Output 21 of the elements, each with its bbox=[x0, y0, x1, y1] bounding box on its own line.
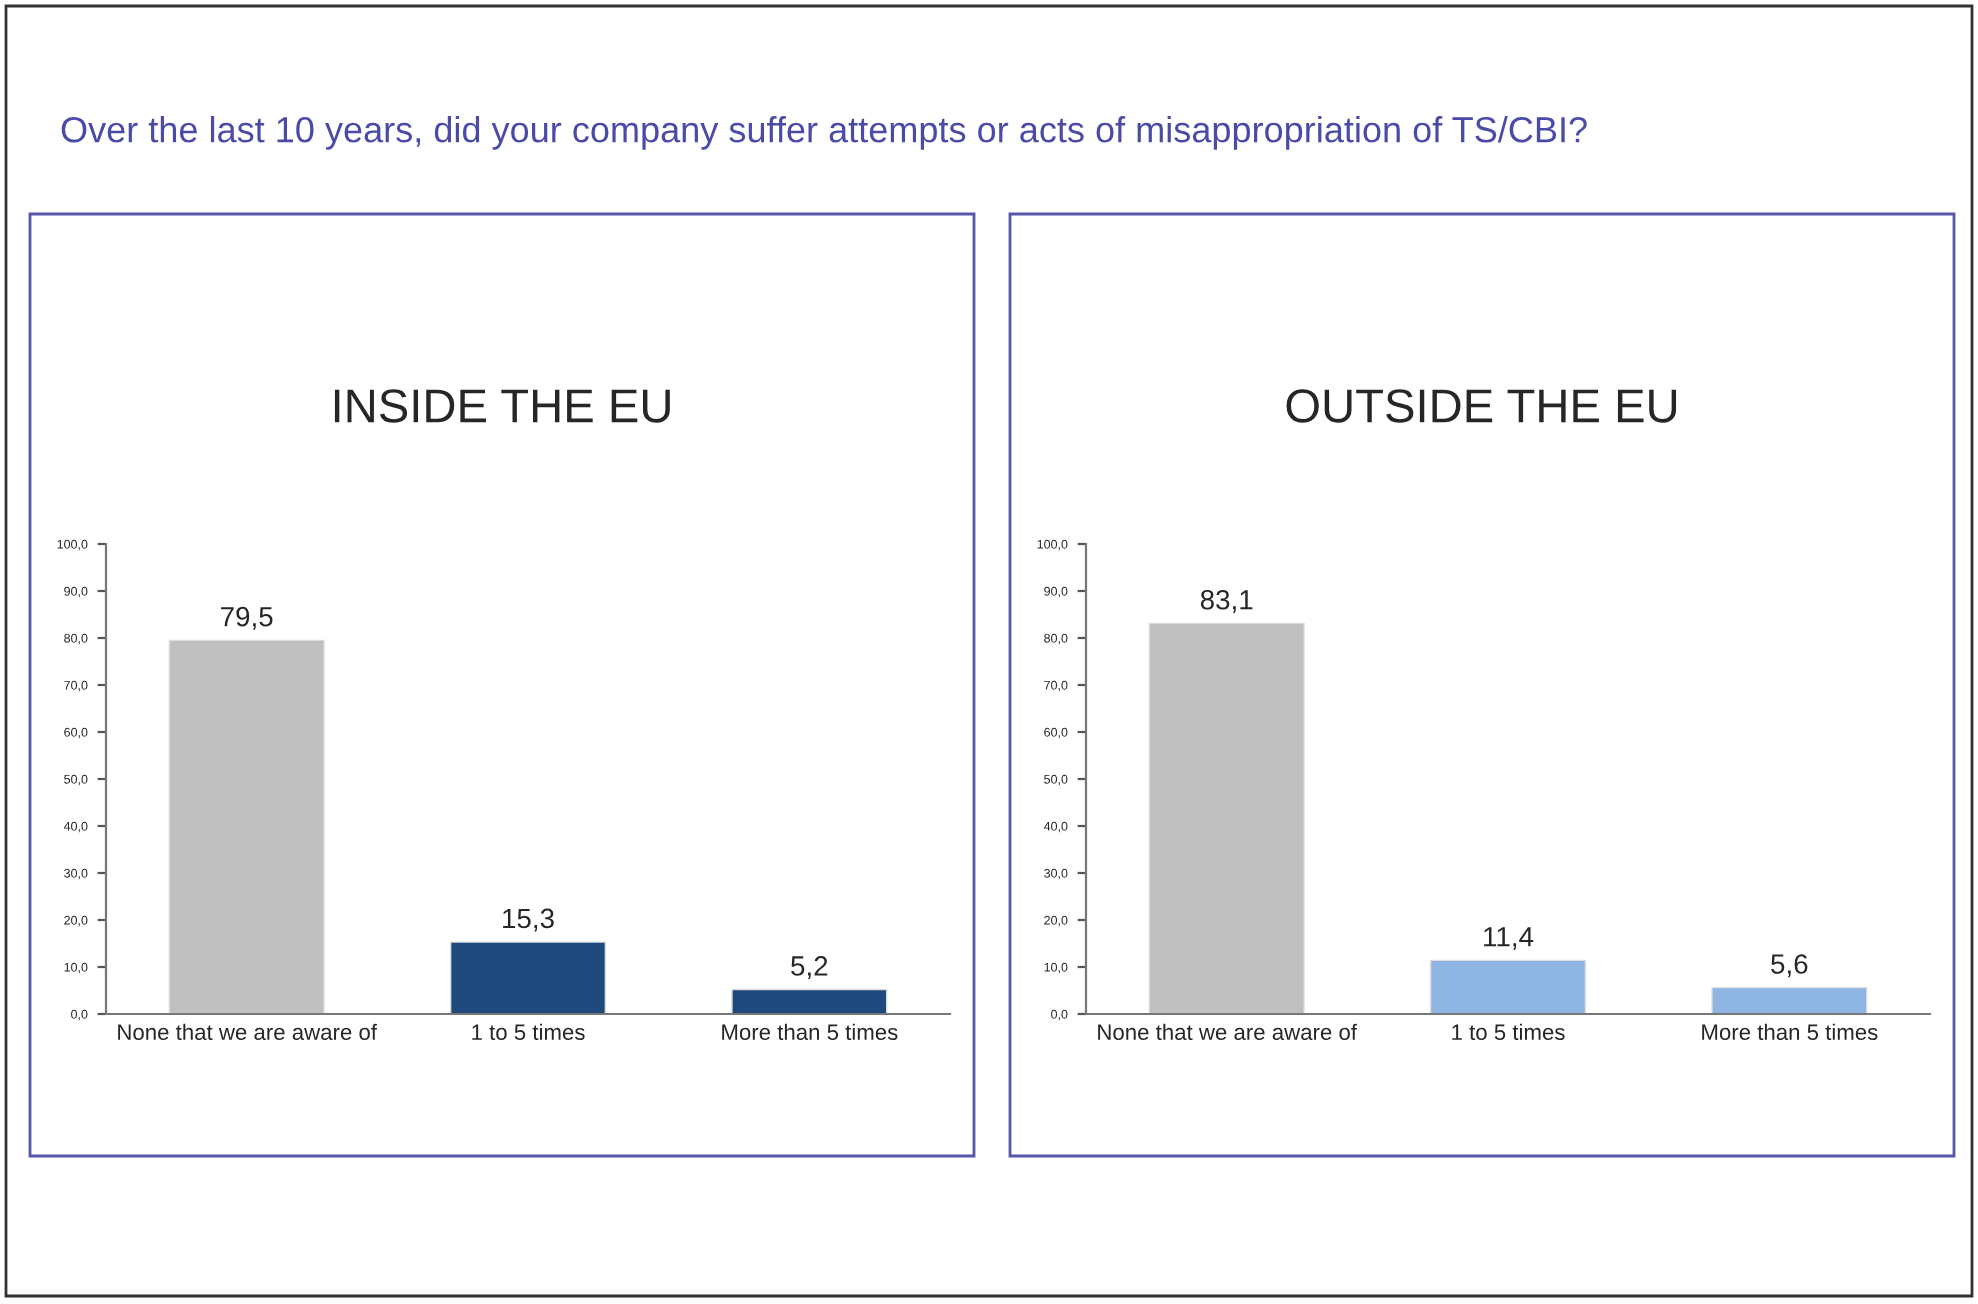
x-tick-label: None that we are aware of bbox=[1098, 1023, 1358, 1041]
data-label: 15,3 bbox=[503, 908, 554, 932]
chart-title: OUTSIDE THE EU bbox=[1286, 389, 1677, 423]
x-tick-label: More than 5 times bbox=[1702, 1023, 1878, 1041]
text: Over the last 10 years, did your company suffer attempts or acts of misappropriation of TS/CBI? bbox=[61, 116, 1587, 150]
bar bbox=[1711, 986, 1868, 1014]
bar bbox=[168, 639, 325, 1014]
data-label: 83,1 bbox=[1200, 589, 1253, 613]
bar bbox=[731, 988, 888, 1014]
data-label: 79,5 bbox=[221, 606, 273, 630]
x-tick-label: None that we are aware of bbox=[118, 1023, 378, 1041]
x-tick-label: 1 to 5 times bbox=[1452, 1023, 1565, 1041]
data-label: 5,2 bbox=[791, 956, 828, 980]
bar bbox=[1429, 959, 1587, 1014]
x-tick-label: 1 to 5 times bbox=[472, 1023, 585, 1041]
x-tick-label: More than 5 times bbox=[722, 1023, 898, 1041]
bar bbox=[1148, 622, 1305, 1014]
chart-title: INSIDE THE EU bbox=[334, 389, 670, 423]
data-label: 5,6 bbox=[1771, 954, 1808, 978]
data-label: 11,4 bbox=[1484, 927, 1534, 950]
bar bbox=[449, 941, 607, 1014]
